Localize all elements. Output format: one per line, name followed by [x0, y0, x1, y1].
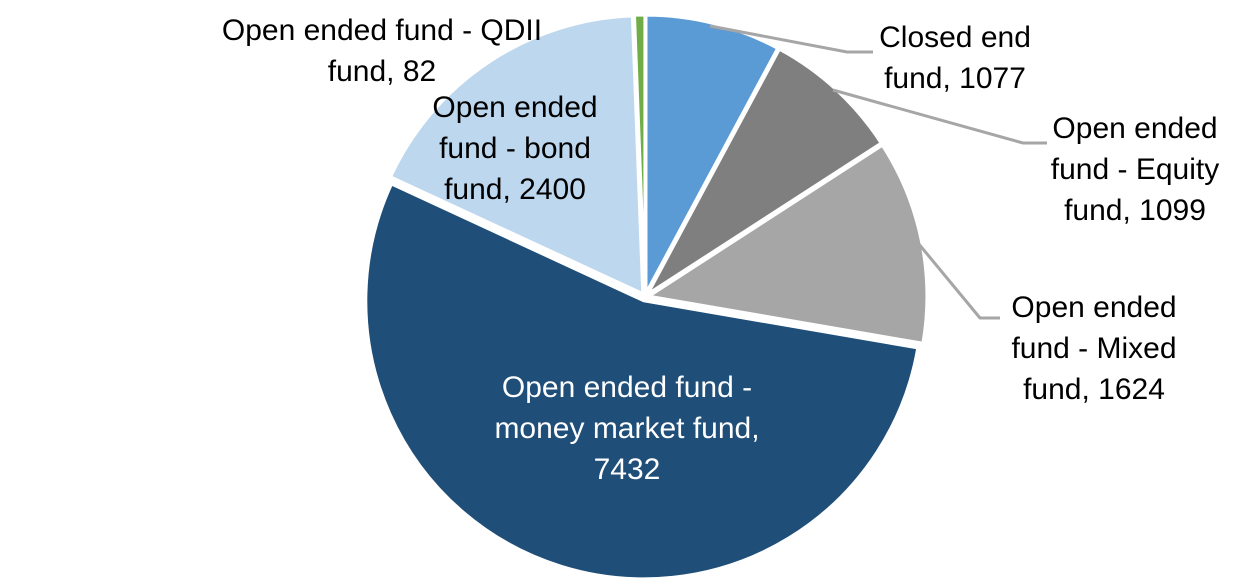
- pie-slice-closed-end-fund[interactable]: [644, 13, 780, 295]
- leader-lines: [709, 24, 1047, 320]
- leader-line-closed-end-fund: [709, 24, 873, 54]
- pie-slice-bond-fund[interactable]: [389, 14, 645, 296]
- pie-slice-qdii-fund[interactable]: [632, 13, 647, 295]
- leader-line-equity-fund: [832, 88, 1047, 145]
- pie-slice-money-market-fund[interactable]: [364, 182, 920, 581]
- pie-slices: [364, 13, 929, 581]
- leader-line-mixed-fund: [916, 242, 1000, 320]
- pie-slice-mixed-fund[interactable]: [647, 143, 929, 345]
